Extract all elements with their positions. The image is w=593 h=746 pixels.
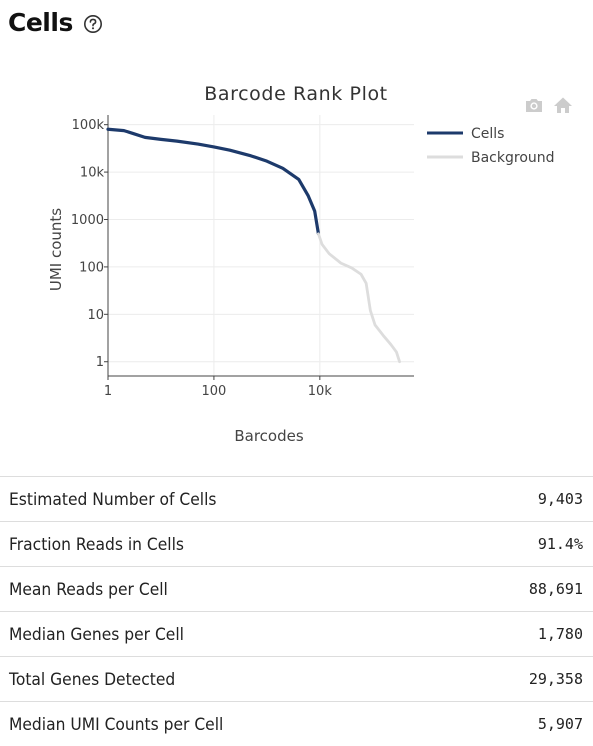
metric-label: Estimated Number of Cells xyxy=(9,489,217,509)
chart-toolbar xyxy=(524,96,573,114)
legend-label: Cells xyxy=(471,126,504,142)
metric-label: Median UMI Counts per Cell xyxy=(9,714,224,734)
metric-row: Fraction Reads in Cells 91.4% xyxy=(0,521,593,566)
metric-value: 5,907 xyxy=(537,715,583,733)
series-line-cells xyxy=(106,127,321,236)
metric-row: Total Genes Detected 29,358 xyxy=(0,656,593,701)
metric-row: Mean Reads per Cell 88,691 xyxy=(0,566,593,611)
x-axis-title: Barcodes xyxy=(234,427,303,445)
y-axis-title: UMI counts xyxy=(47,208,65,291)
section-header: Cells xyxy=(8,2,103,42)
camera-icon[interactable] xyxy=(524,96,544,114)
y-tick-label: 10 xyxy=(87,308,104,323)
metric-label: Mean Reads per Cell xyxy=(9,579,168,599)
chart-svg: Barcode Rank Plot 1 100 10k 1 10 100 1000 10k 100… xyxy=(47,83,555,445)
metric-value: 1,780 xyxy=(537,625,583,643)
metric-value: 9,403 xyxy=(537,490,583,508)
y-tick-label: 10k xyxy=(80,166,105,181)
metric-value: 29,358 xyxy=(528,670,583,688)
y-tick-label: 100 xyxy=(79,260,104,275)
series-line-background xyxy=(317,232,401,364)
metrics-table: Estimated Number of Cells 9,403 Fraction… xyxy=(0,476,593,746)
chart-title: Barcode Rank Plot xyxy=(204,83,387,105)
y-tick-label: 100k xyxy=(72,118,105,133)
metric-row: Estimated Number of Cells 9,403 xyxy=(0,476,593,521)
metric-row: Median UMI Counts per Cell 5,907 xyxy=(0,701,593,746)
home-icon[interactable] xyxy=(553,96,573,114)
barcode-rank-chart: Barcode Rank Plot 1 100 10k 1 10 100 1000 10k 100… xyxy=(0,70,593,460)
question-circle-icon[interactable] xyxy=(83,14,103,34)
section-title: Cells xyxy=(8,7,73,37)
legend-label: Background xyxy=(471,150,555,166)
metric-label: Fraction Reads in Cells xyxy=(9,534,184,554)
y-tick-label: 1000 xyxy=(71,213,104,228)
metric-label: Total Genes Detected xyxy=(9,669,176,689)
metric-value: 91.4% xyxy=(537,535,583,553)
x-tick-label: 100 xyxy=(202,384,227,399)
metric-label: Median Genes per Cell xyxy=(9,624,184,644)
x-tick-label: 1 xyxy=(104,384,112,399)
y-tick-label: 1 xyxy=(96,355,104,370)
metric-value: 88,691 xyxy=(528,580,583,598)
metric-row: Median Genes per Cell 1,780 xyxy=(0,611,593,656)
x-tick-label: 10k xyxy=(308,384,333,399)
